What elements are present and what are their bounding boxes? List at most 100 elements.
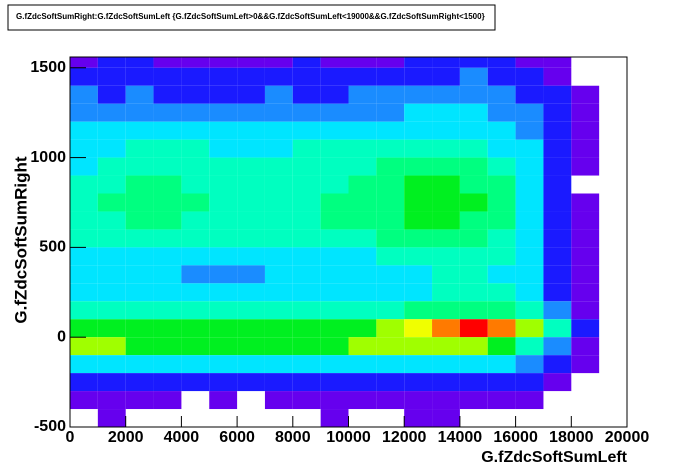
- cell: [181, 121, 210, 140]
- cell: [543, 121, 572, 140]
- cell: [376, 157, 405, 176]
- cell: [376, 229, 405, 248]
- cell: [264, 319, 293, 338]
- cell: [125, 139, 154, 158]
- cell: [237, 247, 265, 266]
- cell: [515, 211, 544, 230]
- cell: [543, 355, 572, 374]
- cell: [432, 409, 460, 427]
- cell: [320, 67, 349, 86]
- cell: [487, 319, 516, 338]
- cell: [97, 211, 126, 230]
- cell: [404, 193, 433, 212]
- cell: [543, 301, 572, 320]
- cell: [543, 265, 572, 284]
- cell: [70, 139, 98, 158]
- cell: [97, 103, 126, 122]
- cell: [209, 175, 238, 194]
- cell: [70, 337, 98, 356]
- cell: [404, 85, 433, 104]
- cell: [264, 193, 293, 212]
- cell: [209, 301, 238, 320]
- cell: [209, 229, 238, 248]
- cell: [209, 193, 238, 212]
- cell: [515, 391, 544, 410]
- cell: [459, 211, 488, 230]
- cell: [543, 247, 572, 266]
- cell: [97, 265, 126, 284]
- cell: [404, 247, 433, 266]
- cell: [515, 283, 544, 302]
- cell: [543, 157, 572, 176]
- cell: [97, 229, 126, 248]
- cell: [70, 57, 98, 68]
- cell: [292, 301, 321, 320]
- cell: [209, 391, 238, 410]
- cell: [432, 301, 460, 320]
- cell: [515, 355, 544, 374]
- cell: [97, 157, 126, 176]
- cell: [432, 121, 460, 140]
- x-tick-label: 6000: [219, 429, 255, 446]
- cell: [320, 319, 349, 338]
- cell: [348, 337, 377, 356]
- y-tick-label: 1000: [30, 149, 66, 166]
- cell: [264, 355, 293, 374]
- cell: [292, 265, 321, 284]
- cell: [70, 121, 98, 140]
- cell: [432, 247, 460, 266]
- cell: [153, 355, 182, 374]
- cell: [97, 301, 126, 320]
- cell: [237, 211, 265, 230]
- cell: [543, 175, 572, 194]
- cell: [376, 301, 405, 320]
- cell: [348, 301, 377, 320]
- cell: [125, 193, 154, 212]
- cell: [348, 355, 377, 374]
- cell: [237, 67, 265, 86]
- cell: [181, 283, 210, 302]
- cell: [237, 229, 265, 248]
- cell: [543, 211, 572, 230]
- cell: [404, 409, 433, 427]
- cell: [404, 337, 433, 356]
- cell: [181, 157, 210, 176]
- cell: [125, 301, 154, 320]
- cell: [515, 175, 544, 194]
- cell: [348, 193, 377, 212]
- cell: [487, 139, 516, 158]
- cell: [292, 85, 321, 104]
- cell: [97, 85, 126, 104]
- cell: [181, 193, 210, 212]
- x-tick-label: 10000: [326, 429, 371, 446]
- cell: [515, 373, 544, 392]
- cell: [181, 247, 210, 266]
- cell: [348, 229, 377, 248]
- cell: [459, 373, 488, 392]
- cell: [571, 121, 600, 140]
- y-tick-label: 500: [39, 239, 66, 256]
- cell: [320, 391, 349, 410]
- cell: [292, 57, 321, 68]
- cell: [376, 175, 405, 194]
- cell: [543, 139, 572, 158]
- cell: [237, 355, 265, 374]
- cell: [264, 265, 293, 284]
- cell: [153, 265, 182, 284]
- x-tick-label: 0: [66, 429, 75, 446]
- cell: [404, 67, 433, 86]
- cell: [515, 301, 544, 320]
- x-axis-title: G.fZdcSoftSumLeft: [481, 449, 627, 466]
- cell: [432, 211, 460, 230]
- cell: [125, 337, 154, 356]
- cell: [348, 283, 377, 302]
- cell: [376, 103, 405, 122]
- cell: [320, 373, 349, 392]
- cell: [459, 157, 488, 176]
- cell: [125, 157, 154, 176]
- cell: [459, 229, 488, 248]
- cell: [125, 283, 154, 302]
- cell: [70, 193, 98, 212]
- cell: [292, 211, 321, 230]
- cell: [459, 139, 488, 158]
